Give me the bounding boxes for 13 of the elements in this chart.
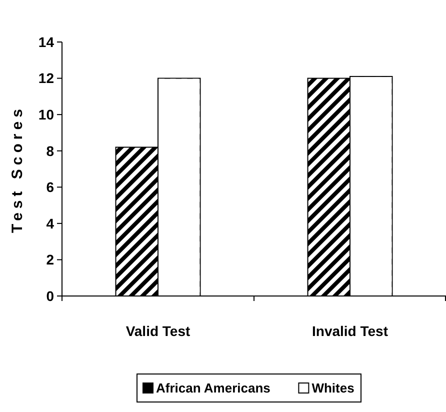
y-tick-label: 6 bbox=[46, 179, 54, 196]
x-tick-label: Valid Test bbox=[126, 323, 190, 339]
legend-label: Whites bbox=[312, 380, 354, 396]
x-tick-label: Invalid Test bbox=[312, 323, 388, 339]
y-axis-title: Test Scores bbox=[9, 105, 26, 233]
y-tick-label: 8 bbox=[46, 142, 54, 159]
y-tick-label: 4 bbox=[46, 215, 54, 232]
y-tick-label: 10 bbox=[38, 106, 54, 122]
y-tick-label: 12 bbox=[38, 70, 54, 86]
y-tick-label: 2 bbox=[46, 252, 54, 268]
y-tick-label: 0 bbox=[46, 288, 54, 304]
y-tick-label: 14 bbox=[38, 34, 54, 50]
legend-label: African Americans bbox=[156, 380, 270, 396]
